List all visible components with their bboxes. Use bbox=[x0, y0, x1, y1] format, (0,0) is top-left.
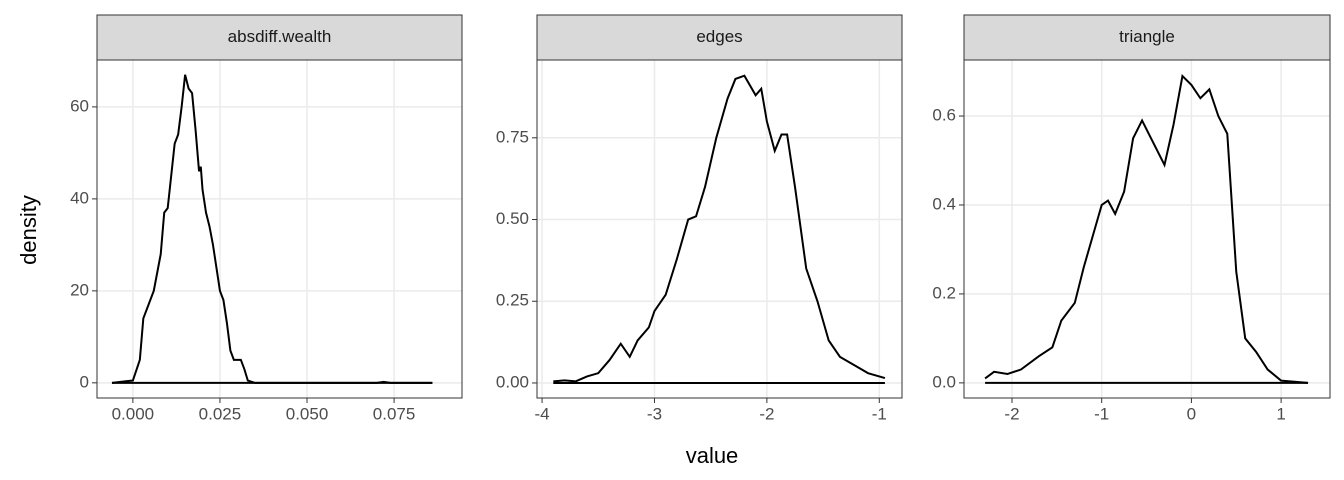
strip bbox=[536, 14, 903, 61]
x-axis-label: value bbox=[686, 443, 739, 468]
density-line bbox=[553, 74, 886, 383]
x-tick-label: -1 bbox=[872, 404, 887, 423]
y-tick-label: 20 bbox=[70, 280, 89, 299]
panel-border bbox=[536, 59, 903, 399]
y-tick-label: 0.25 bbox=[496, 291, 529, 310]
strip bbox=[96, 14, 463, 61]
y-tick-label: 0.6 bbox=[932, 106, 956, 125]
panel-border bbox=[96, 59, 463, 399]
x-tick-label: -1 bbox=[1094, 404, 1109, 423]
y-axis-label: density bbox=[16, 195, 41, 265]
x-tick-label: 0.050 bbox=[286, 404, 329, 423]
x-tick-label: -3 bbox=[647, 404, 662, 423]
y-tick-label: 0 bbox=[80, 372, 89, 391]
y-tick-label: 0.50 bbox=[496, 209, 529, 228]
y-tick-label: 60 bbox=[70, 96, 89, 115]
y-tick-label: 0.75 bbox=[496, 127, 529, 146]
x-tick-label: 0.000 bbox=[112, 404, 155, 423]
y-tick-label: 0.4 bbox=[932, 194, 956, 213]
density-line bbox=[111, 74, 433, 384]
panel-title: edges bbox=[696, 27, 742, 46]
y-tick-label: 0.2 bbox=[932, 283, 956, 302]
panel-title: absdiff.wealth bbox=[228, 27, 332, 46]
x-tick-label: 0 bbox=[1187, 404, 1196, 423]
panel-border bbox=[963, 59, 1331, 399]
y-tick-label: 0.0 bbox=[932, 372, 956, 391]
x-tick-label: 1 bbox=[1276, 404, 1285, 423]
x-tick-label: -2 bbox=[759, 404, 774, 423]
x-tick-label: -4 bbox=[534, 404, 549, 423]
x-tick-label: -2 bbox=[1004, 404, 1019, 423]
density-line bbox=[984, 73, 1309, 384]
y-tick-label: 40 bbox=[70, 188, 89, 207]
x-tick-label: 0.075 bbox=[373, 404, 416, 423]
panel-title: triangle bbox=[1119, 27, 1175, 46]
x-tick-label: 0.025 bbox=[199, 404, 242, 423]
y-tick-label: 0.00 bbox=[496, 372, 529, 391]
